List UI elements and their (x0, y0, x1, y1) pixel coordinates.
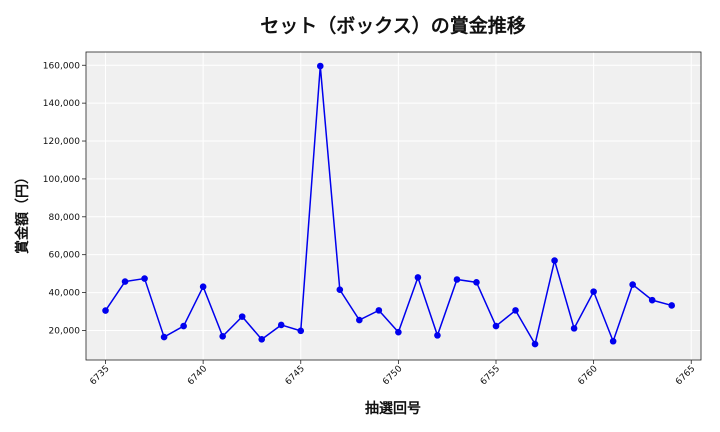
data-point (297, 327, 305, 335)
data-point (414, 274, 422, 281)
data-point (395, 328, 402, 336)
grid (86, 52, 701, 360)
x-tick-label: 6735 (88, 364, 111, 387)
series-line (104, 65, 672, 347)
plot-frame (85, 51, 702, 361)
y-tick-label: 100,000 (43, 175, 80, 185)
x-axis: 6735 6740 6745 6750 6755 6760 6765 (88, 360, 697, 387)
series-points (102, 62, 676, 348)
data-point (570, 325, 578, 332)
data-point (141, 275, 148, 282)
data-point (453, 276, 461, 283)
data-point (336, 286, 344, 294)
data-point (316, 62, 324, 70)
data-point (277, 321, 285, 329)
data-point (199, 283, 207, 290)
data-point (609, 337, 617, 345)
data-point (160, 333, 168, 341)
y-tick-label: 160,000 (43, 61, 80, 71)
y-tick-label: 20,000 (49, 326, 81, 336)
x-tick-label: 6745 (284, 364, 307, 387)
y-axis-label: 賞金額（円） (14, 170, 31, 254)
data-point (492, 322, 500, 330)
y-tick-label: 140,000 (43, 99, 80, 109)
data-point (375, 307, 383, 314)
data-point (473, 279, 480, 286)
y-axis: 20,000 40,000 60,000 80,000 100,000 120,000 14… (43, 61, 86, 336)
data-point (629, 281, 636, 288)
y-tick-label: 120,000 (43, 137, 80, 147)
x-tick-label: 6765 (674, 364, 697, 387)
y-tick-label: 60,000 (49, 251, 81, 261)
x-tick-label: 6750 (381, 364, 404, 387)
plot-area (86, 52, 701, 360)
data-point (356, 316, 363, 324)
x-tick-label: 6755 (479, 364, 502, 387)
data-point (590, 288, 597, 295)
data-point (512, 307, 519, 314)
data-point (219, 333, 226, 340)
chart-title: セット（ボックス）の賞金推移 (260, 14, 525, 37)
x-tick-label: 6760 (576, 364, 599, 387)
data-point (180, 322, 187, 330)
y-tick-label: 40,000 (49, 289, 81, 299)
data-point (238, 313, 246, 320)
data-point (434, 332, 441, 339)
x-tick-label: 6740 (186, 364, 209, 387)
data-point (258, 336, 266, 343)
data-point (648, 296, 656, 304)
data-point (668, 302, 676, 309)
y-tick-label: 80,000 (49, 213, 81, 223)
x-axis-label: 抽選回号 (365, 400, 421, 417)
data-point (102, 307, 109, 314)
data-point (551, 257, 558, 264)
data-point (531, 340, 539, 348)
data-point (121, 278, 129, 285)
